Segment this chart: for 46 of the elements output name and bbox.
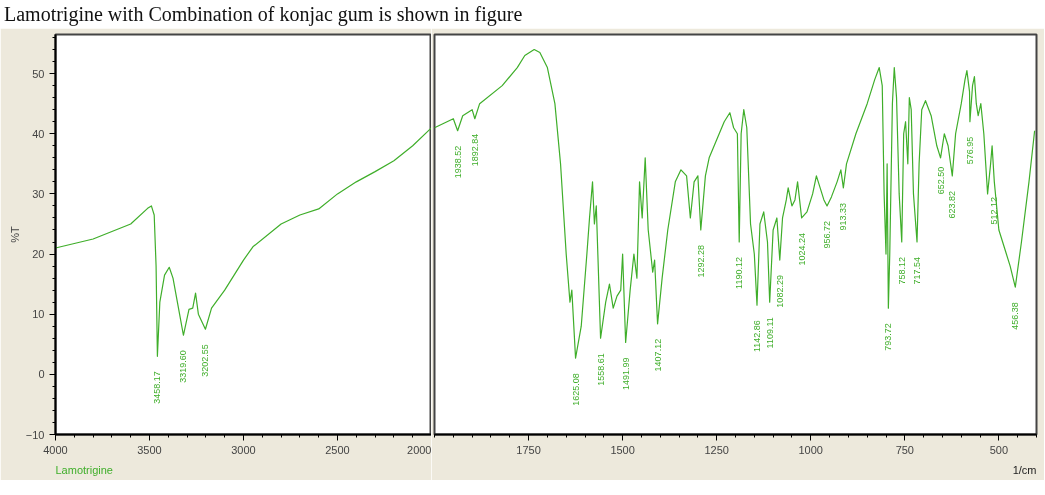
annotation: 1491.99 xyxy=(620,357,631,391)
annotation: 1190.12 xyxy=(734,257,745,289)
y-tick-label: 20 xyxy=(32,248,45,261)
annotation: 623.82 xyxy=(947,190,958,219)
x-tick-label: 1250 xyxy=(704,443,729,456)
annotation: 1082.29 xyxy=(774,275,785,308)
x-tick-label: 500 xyxy=(989,443,1009,456)
y-axis-title: %T xyxy=(8,225,21,243)
annotation: 456.38 xyxy=(1010,302,1021,330)
annotation: 1109.11 xyxy=(764,317,775,349)
text: Lamotrigine xyxy=(55,463,113,476)
annotation: 1558.61 xyxy=(595,353,606,386)
annotation: 758.12 xyxy=(896,257,907,285)
x-tick-label: 2500 xyxy=(325,443,350,456)
x-tick-label: 4000 xyxy=(43,443,68,456)
annotation: 793.72 xyxy=(883,323,894,351)
annotation: 1892.84 xyxy=(469,133,480,167)
annotation: 1407.12 xyxy=(652,338,663,372)
annotation: 576.95 xyxy=(964,136,975,165)
x-tick-label: 750 xyxy=(895,443,914,456)
y-tick-label: 10 xyxy=(32,308,45,321)
x-tick-label: 2000 xyxy=(407,443,432,456)
annotation: 1292.28 xyxy=(695,245,706,278)
y-tick-label: 0 xyxy=(38,368,45,381)
x-tick-label: 1000 xyxy=(798,443,823,456)
y-tick-label: 50 xyxy=(32,67,45,80)
x-tick-label: 3000 xyxy=(231,443,256,456)
y-tick-label: −10 xyxy=(25,428,45,441)
x-tick-label: 1500 xyxy=(610,443,635,456)
annotation: 3458.17 xyxy=(152,371,163,404)
annotation: 913.33 xyxy=(838,202,849,231)
annotation: 3202.55 xyxy=(200,344,211,377)
annotation: 652.50 xyxy=(936,166,947,195)
annotation: 1625.08 xyxy=(570,373,581,406)
x-axis-title: 1/cm xyxy=(1012,463,1037,476)
y-tick-label: 40 xyxy=(32,127,45,140)
x-tick-label: 3500 xyxy=(137,443,162,456)
annotation: 1024.24 xyxy=(796,232,807,266)
annotation: 3319.60 xyxy=(178,350,189,383)
annotation: 717.54 xyxy=(912,257,923,285)
chart-title: Lamotrigine with Combination of konjac gum is shown in figure xyxy=(4,2,523,28)
annotation: 1938.52 xyxy=(452,145,463,179)
annotation: 956.72 xyxy=(822,220,833,249)
y-tick-label: 30 xyxy=(32,187,45,200)
annotation: 1142.86 xyxy=(752,320,762,353)
x-tick-label: 1750 xyxy=(516,443,541,456)
